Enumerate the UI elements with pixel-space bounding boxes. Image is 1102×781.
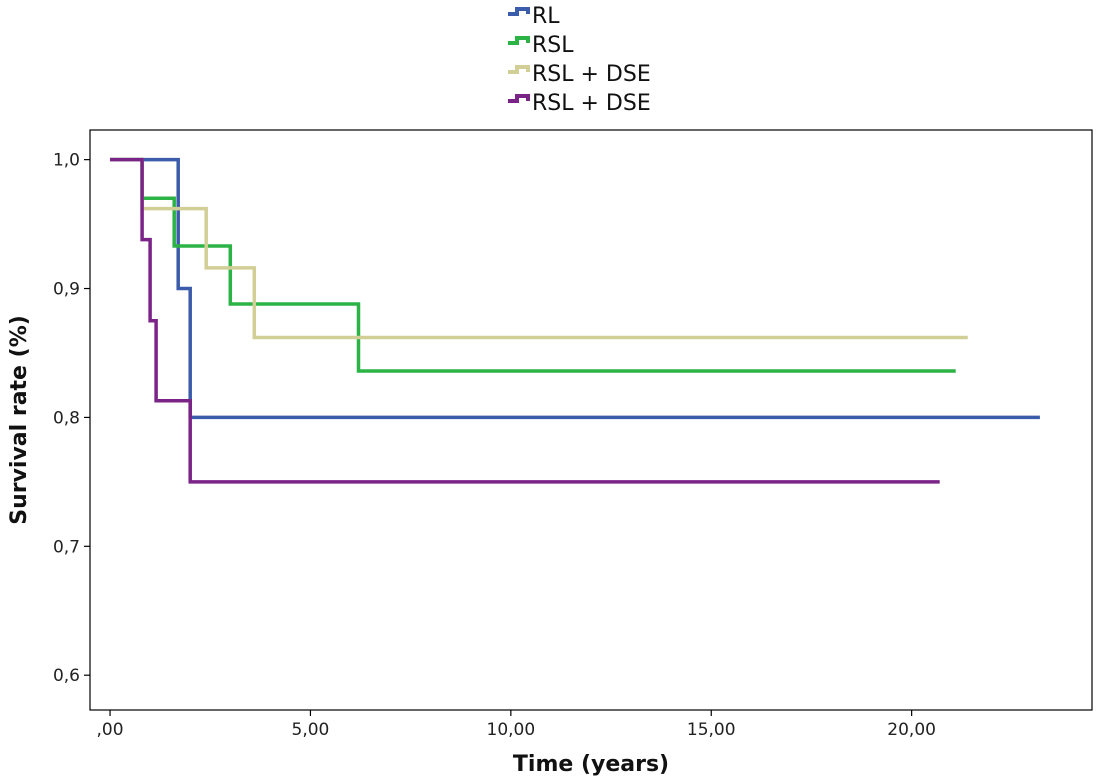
plot-frame — [89, 129, 1093, 711]
y-axis-title: Survival rate (%) — [7, 315, 32, 525]
legend: RL RSL RSL + DSE RSL + DSE — [508, 4, 651, 116]
series-lines — [110, 157, 1040, 484]
x-tick-label: 5,00 — [292, 720, 330, 740]
y-tick-label: 0,7 — [53, 537, 80, 557]
series-line-4 — [110, 157, 940, 484]
legend-swatch — [508, 65, 530, 74]
y-tick-label: 0,6 — [53, 666, 80, 686]
x-axis-title: Time (years) — [513, 752, 669, 777]
y-tick-label: 1,0 — [53, 151, 80, 171]
legend-swatch — [508, 7, 530, 16]
legend-item: RL — [508, 4, 560, 29]
legend-item: RSL + DSE — [508, 91, 651, 116]
legend-swatch — [508, 94, 530, 103]
x-axis: ,00 5,00 10,00 15,00 20,00 — [97, 710, 936, 740]
y-tick-label: 0,8 — [53, 408, 80, 428]
legend-item: RSL — [508, 33, 574, 58]
series-line-1 — [110, 157, 1040, 420]
y-tick-label: 0,9 — [53, 280, 80, 300]
y-axis: 0,6 0,7 0,8 0,9 1,0 — [53, 151, 90, 686]
legend-label: RSL + DSE — [532, 62, 651, 87]
legend-swatch — [508, 36, 530, 45]
x-tick-label: 10,00 — [487, 720, 536, 740]
legend-label: RSL — [532, 33, 574, 58]
x-tick-label: ,00 — [97, 720, 124, 740]
x-tick-label: 15,00 — [687, 720, 736, 740]
legend-label: RL — [532, 4, 560, 29]
legend-item: RSL + DSE — [508, 62, 651, 87]
legend-label: RSL + DSE — [532, 91, 651, 116]
x-tick-label: 20,00 — [887, 720, 936, 740]
